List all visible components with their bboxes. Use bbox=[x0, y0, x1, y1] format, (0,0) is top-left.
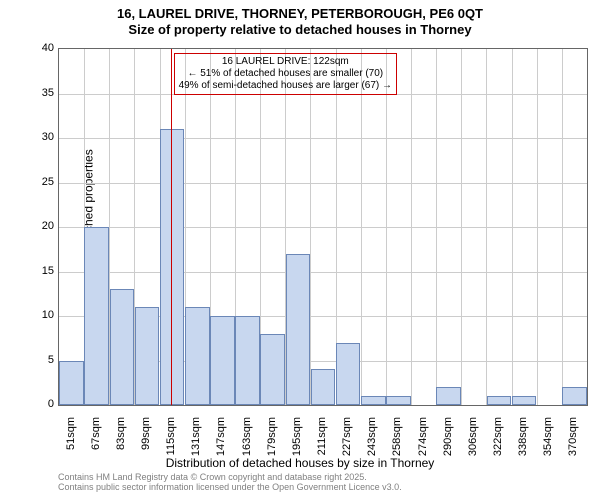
histogram-bar bbox=[210, 316, 235, 405]
x-tick-label: 370sqm bbox=[566, 417, 580, 467]
y-tick-label: 30 bbox=[24, 131, 54, 143]
histogram-bar bbox=[160, 129, 185, 405]
title-line1: 16, LAUREL DRIVE, THORNEY, PETERBOROUGH,… bbox=[0, 6, 600, 22]
gridline-v bbox=[486, 49, 487, 405]
gridline-v bbox=[310, 49, 311, 405]
x-tick-label: 274sqm bbox=[416, 417, 430, 467]
x-tick-label: 147sqm bbox=[214, 417, 228, 467]
annotation-line2: 49% of semi-detached houses are larger (… bbox=[179, 80, 392, 92]
gridline-v bbox=[361, 49, 362, 405]
x-tick-label: 179sqm bbox=[265, 417, 279, 467]
y-tick-label: 35 bbox=[24, 87, 54, 99]
x-tick-label: 258sqm bbox=[390, 417, 404, 467]
annotation-title: 16 LAUREL DRIVE: 122sqm bbox=[179, 56, 392, 68]
gridline-h bbox=[59, 227, 587, 228]
gridline-v bbox=[512, 49, 513, 405]
attribution-line1: Contains HM Land Registry data © Crown c… bbox=[58, 472, 402, 482]
histogram-bar bbox=[286, 254, 311, 405]
histogram-bar bbox=[336, 343, 361, 405]
y-tick-label: 5 bbox=[24, 354, 54, 366]
y-tick-label: 25 bbox=[24, 176, 54, 188]
gridline-v bbox=[386, 49, 387, 405]
x-tick-label: 83sqm bbox=[114, 417, 128, 467]
chart-plot-area: 16 LAUREL DRIVE: 122sqm← 51% of detached… bbox=[58, 48, 588, 406]
gridline-h bbox=[59, 183, 587, 184]
histogram-bar bbox=[260, 334, 285, 405]
reference-line bbox=[171, 49, 172, 405]
histogram-bar bbox=[436, 387, 461, 405]
histogram-bar bbox=[84, 227, 109, 405]
y-tick-label: 15 bbox=[24, 265, 54, 277]
x-tick-label: 211sqm bbox=[315, 417, 329, 467]
gridline-v bbox=[436, 49, 437, 405]
gridline-v bbox=[537, 49, 538, 405]
x-tick-label: 290sqm bbox=[441, 417, 455, 467]
x-tick-label: 163sqm bbox=[240, 417, 254, 467]
histogram-bar bbox=[361, 396, 386, 405]
gridline-h bbox=[59, 138, 587, 139]
attribution-text: Contains HM Land Registry data © Crown c… bbox=[58, 472, 402, 493]
y-tick-label: 0 bbox=[24, 398, 54, 410]
annotation-box: 16 LAUREL DRIVE: 122sqm← 51% of detached… bbox=[174, 53, 397, 95]
x-tick-label: 227sqm bbox=[340, 417, 354, 467]
x-tick-label: 322sqm bbox=[491, 417, 505, 467]
histogram-bar bbox=[311, 369, 336, 405]
x-tick-label: 115sqm bbox=[164, 417, 178, 467]
histogram-bar bbox=[59, 361, 84, 406]
y-tick-label: 40 bbox=[24, 42, 54, 54]
y-tick-label: 10 bbox=[24, 309, 54, 321]
histogram-bar bbox=[185, 307, 210, 405]
gridline-h bbox=[59, 272, 587, 273]
histogram-bar bbox=[512, 396, 537, 405]
histogram-bar bbox=[386, 396, 411, 405]
x-tick-label: 131sqm bbox=[189, 417, 203, 467]
annotation-line1: ← 51% of detached houses are smaller (70… bbox=[179, 68, 392, 80]
title-line2: Size of property relative to detached ho… bbox=[0, 22, 600, 38]
x-tick-label: 338sqm bbox=[516, 417, 530, 467]
gridline-v bbox=[411, 49, 412, 405]
histogram-bar bbox=[562, 387, 587, 405]
histogram-bar bbox=[135, 307, 160, 405]
x-tick-label: 99sqm bbox=[139, 417, 153, 467]
x-tick-label: 67sqm bbox=[89, 417, 103, 467]
gridline-v bbox=[461, 49, 462, 405]
x-tick-label: 306sqm bbox=[466, 417, 480, 467]
x-tick-label: 51sqm bbox=[64, 417, 78, 467]
histogram-bar bbox=[487, 396, 512, 405]
histogram-bar bbox=[235, 316, 260, 405]
histogram-bar bbox=[110, 289, 135, 405]
gridline-v bbox=[562, 49, 563, 405]
chart-title: 16, LAUREL DRIVE, THORNEY, PETERBOROUGH,… bbox=[0, 0, 600, 37]
x-tick-label: 195sqm bbox=[290, 417, 304, 467]
y-tick-label: 20 bbox=[24, 220, 54, 232]
x-tick-label: 354sqm bbox=[541, 417, 555, 467]
x-tick-label: 243sqm bbox=[365, 417, 379, 467]
attribution-line2: Contains public sector information licen… bbox=[58, 482, 402, 492]
